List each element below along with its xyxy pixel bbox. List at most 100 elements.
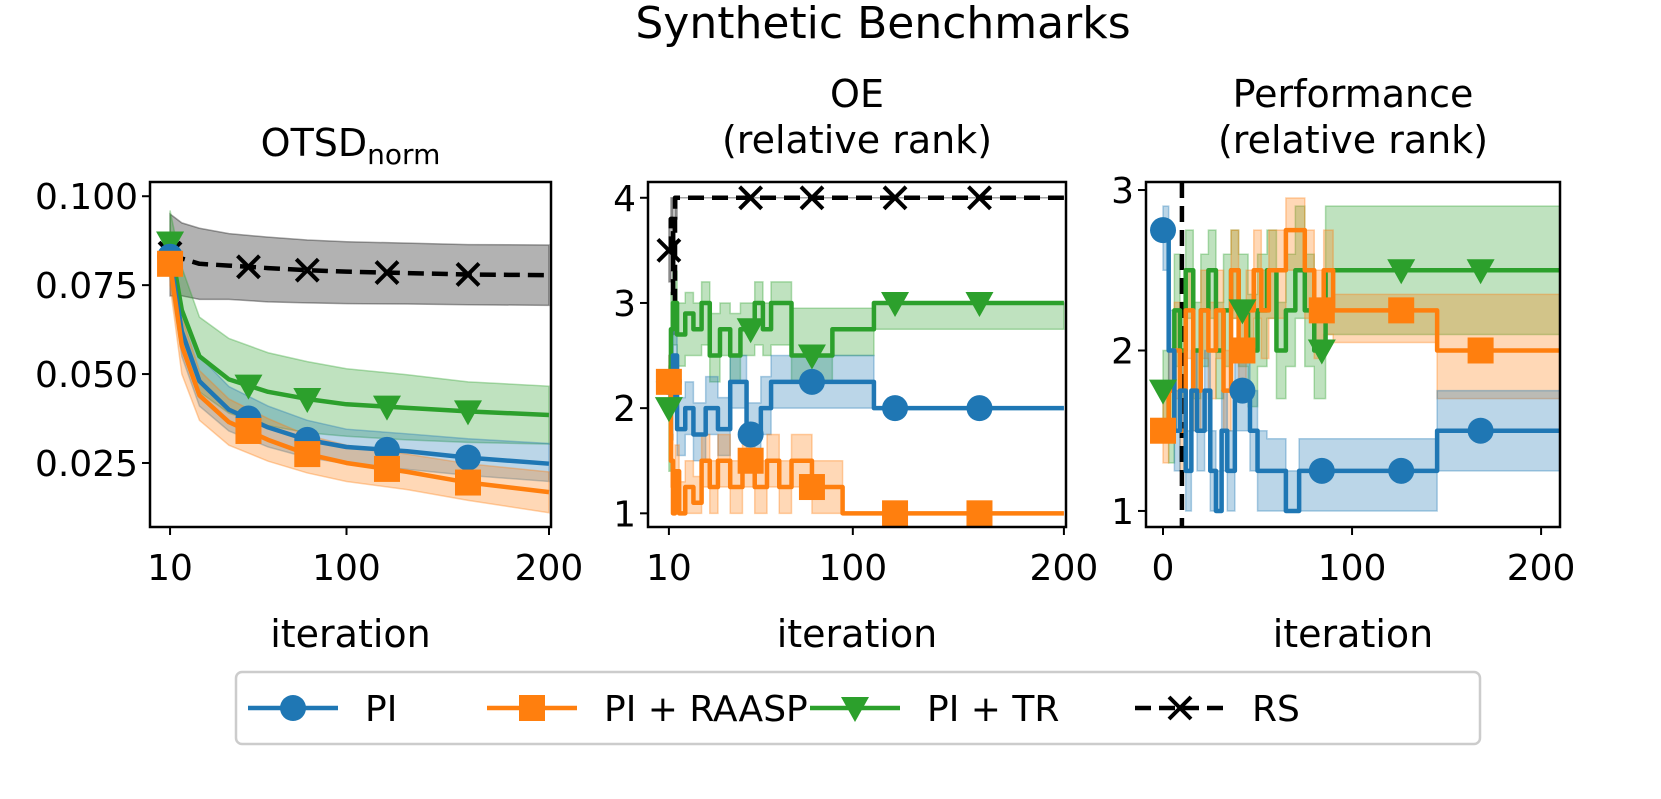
- legend: PI PI + RAASP PI + TR RS: [234, 670, 1482, 746]
- marker-pi-tr: [736, 318, 765, 344]
- panel-title: Performance (relative rank): [1218, 72, 1488, 162]
- marker-pi-tr: [1149, 379, 1178, 405]
- y-tick-label: 0.100: [35, 177, 138, 218]
- panels: OTSDnorm 0.025 0.050 0.075 0.100 10 100 200 iter…: [35, 72, 1576, 656]
- marker-pi-tr: [1466, 259, 1495, 285]
- markers-pi-tr: [654, 291, 994, 423]
- band-rs: [169, 212, 550, 307]
- x-tick-label: 100: [312, 548, 381, 589]
- line-pi: [167, 256, 550, 466]
- marker-pi-raasp: [373, 455, 400, 482]
- y-tick-label: 2: [1111, 331, 1134, 372]
- x-tick-label: 100: [1318, 548, 1387, 589]
- markers-rs: [656, 185, 992, 263]
- line-pi: [1163, 227, 1560, 514]
- y-tick-label: 0.025: [35, 444, 138, 485]
- band-pi-tr: [169, 210, 550, 445]
- legend-marker-x: [1167, 695, 1193, 721]
- panel-title-line: (relative rank): [722, 118, 992, 162]
- markers-rs: [157, 240, 481, 287]
- line-pi-raasp: [167, 263, 550, 495]
- y-tick-label: 0.050: [35, 355, 138, 396]
- x-tick-label: 10: [646, 548, 692, 589]
- marker-pi-tr: [1228, 299, 1257, 325]
- marker-rs: [656, 237, 682, 263]
- y-tick-label: 1: [613, 494, 636, 535]
- plot-area: [167, 210, 550, 514]
- markers-pi: [1150, 217, 1494, 484]
- x-axis-label: iteration: [1273, 612, 1434, 656]
- markers-pi-tr: [1149, 259, 1495, 405]
- markers-pi-raasp: [655, 368, 993, 527]
- marker-pi-tr: [453, 400, 482, 426]
- y-tick-label: 0.075: [35, 266, 138, 307]
- band-pi: [668, 328, 1064, 462]
- marker-rs: [236, 254, 261, 280]
- marker-pi-raasp: [1229, 337, 1256, 364]
- band-pi-tr: [668, 270, 1065, 473]
- x-tick-label: 10: [147, 548, 193, 589]
- x-tick-label: 200: [1030, 548, 1099, 589]
- x-tick-label: 100: [818, 548, 887, 589]
- panel-3: Performance (relative rank) 1 2 3 0 100 200 iter…: [1111, 72, 1575, 656]
- legend-label: PI: [365, 689, 397, 730]
- marker-pi-raasp: [655, 368, 682, 395]
- marker-rs: [967, 185, 992, 211]
- line-pi: [668, 353, 1064, 437]
- panel-1: OTSDnorm 0.025 0.050 0.075 0.100 10 100 200 iter…: [35, 121, 583, 656]
- panel-title-subscript: norm: [367, 138, 440, 171]
- legend-item-rs: RS: [1135, 689, 1300, 730]
- marker-rs: [294, 257, 320, 283]
- marker-pi-raasp: [235, 417, 262, 444]
- line-pi-raasp: [668, 379, 1064, 516]
- marker-rs: [738, 185, 764, 211]
- axes-frame: [646, 180, 1068, 529]
- markers-pi-raasp: [1150, 297, 1494, 444]
- band-pi: [169, 231, 550, 483]
- legend-marker-square: [519, 695, 545, 721]
- marker-pi-raasp: [966, 500, 993, 527]
- marker-pi: [966, 395, 993, 422]
- panel-2: OE (relative rank) 1 2 3 4 10 100 200 iteration: [613, 72, 1098, 656]
- x-axis-label: iteration: [777, 612, 938, 656]
- y-tick-label: 4: [613, 179, 636, 220]
- legend-label: PI + RAASP: [604, 689, 808, 730]
- panel-title-line: (relative rank): [1218, 118, 1488, 162]
- marker-pi: [737, 421, 764, 448]
- line-pi-tr: [167, 242, 550, 418]
- legend-label: RS: [1252, 689, 1300, 730]
- line-pi-tr: [668, 300, 1064, 411]
- marker-pi: [454, 444, 481, 471]
- x-axis-label: iteration: [270, 612, 431, 656]
- marker-pi-raasp: [157, 250, 184, 277]
- panel-title-main: OTSD: [261, 121, 368, 165]
- y-tick-label: 3: [613, 284, 636, 325]
- marker-pi-raasp: [294, 441, 321, 468]
- marker-pi-raasp: [1150, 417, 1177, 444]
- panel-title: OTSDnorm: [261, 121, 441, 171]
- marker-pi-tr: [965, 291, 994, 317]
- marker-pi: [1308, 457, 1335, 484]
- marker-pi: [1467, 417, 1494, 444]
- panel-title: OE (relative rank): [722, 72, 992, 162]
- axes-frame: [148, 180, 553, 529]
- marker-pi-tr: [234, 374, 263, 400]
- legend-marker-circle: [280, 695, 306, 721]
- legend-label: PI + TR: [927, 689, 1059, 730]
- band-pi-raasp: [169, 242, 550, 514]
- marker-rs: [799, 185, 825, 211]
- legend-item-pi-raasp: PI + RAASP: [487, 689, 808, 730]
- marker-pi-raasp: [1308, 297, 1335, 324]
- marker-rs: [455, 262, 481, 287]
- marker-pi: [798, 368, 825, 395]
- x-tick-label: 200: [515, 548, 584, 589]
- marker-pi-raasp: [737, 447, 764, 474]
- plot-area: [1162, 182, 1560, 527]
- panel-title-line: OE: [830, 72, 884, 116]
- panel-title-line: Performance: [1233, 72, 1474, 116]
- marker-pi-raasp: [882, 500, 909, 527]
- markers-pi-raasp: [157, 250, 481, 496]
- y-tick-label: 1: [1111, 492, 1134, 533]
